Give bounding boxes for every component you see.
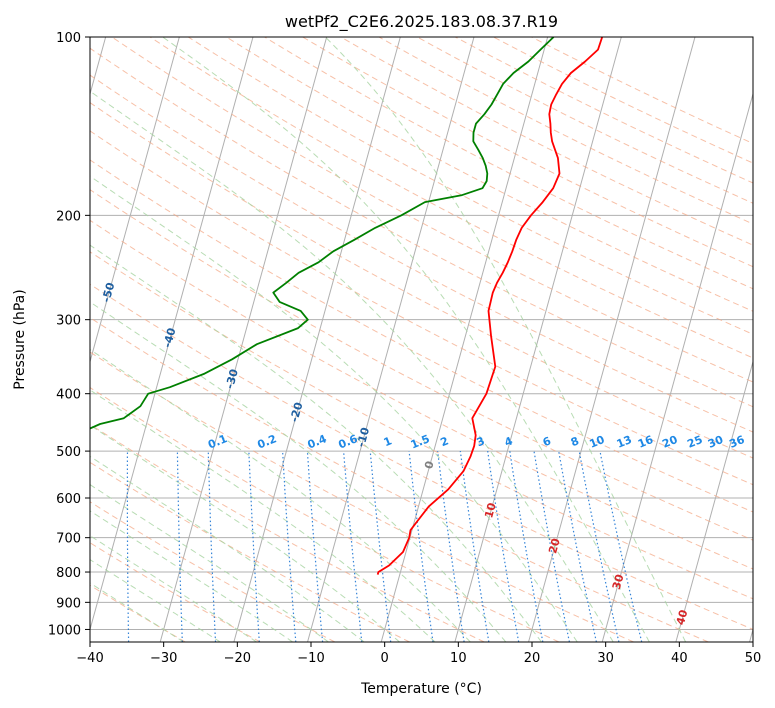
isotherm-label: -10 [354, 426, 372, 449]
y-tick-label: 500 [56, 445, 81, 460]
moist-adiabat-line [90, 455, 365, 642]
mixing-ratio-label: 10 [587, 433, 606, 451]
x-axis-label: Temperature (°C) [360, 681, 482, 697]
isotherm-line [528, 37, 696, 642]
mixing-ratio-line [599, 450, 643, 642]
x-tick-label: −20 [224, 651, 251, 666]
mixing-ratio-label: 8 [569, 434, 581, 449]
isotherm-line [380, 37, 549, 642]
mixing-ratio-label: 20 [660, 433, 679, 451]
moist-adiabat-line [324, 37, 687, 642]
moist-adiabat-line [90, 582, 184, 642]
sounding-series [90, 37, 604, 575]
moist-adiabat-line [90, 244, 542, 642]
isotherm-label: 10 [482, 501, 499, 520]
dry-adiabat-line [90, 219, 753, 570]
y-tick-label: 200 [56, 209, 81, 224]
mixing-ratio-label: 2 [439, 434, 451, 449]
isotherm-label: -50 [100, 281, 118, 304]
moist-adiabat-line [90, 424, 400, 642]
moist-adiabat-line [90, 559, 221, 642]
isotherm-line [601, 92, 753, 642]
x-tick-label: −40 [76, 651, 103, 666]
dry-adiabat-line [90, 351, 634, 642]
moist-adiabat-line [90, 535, 257, 642]
mixing-ratio-label: 13 [615, 433, 634, 451]
dry-adiabat-line [149, 37, 753, 359]
x-tick-label: 50 [745, 651, 762, 666]
x-tick-label: −10 [297, 651, 324, 666]
dewpoint-profile-line [90, 37, 555, 430]
isotherm-label: -40 [161, 326, 179, 349]
moist-adiabat-line [90, 175, 578, 642]
moist-adiabat-line [90, 389, 436, 642]
x-axis-ticks: −40 −30 −20 −10 0 10 20 30 40 50 [76, 642, 761, 666]
x-tick-label: 10 [450, 651, 467, 666]
y-axis-label: Pressure (hPa) [12, 289, 28, 389]
moist-adiabat-line [90, 484, 329, 642]
mixing-ratio-line [459, 451, 490, 642]
isotherm-label: 40 [674, 608, 691, 627]
mixing-ratio-label: 16 [636, 433, 655, 451]
x-tick-label: 30 [597, 651, 614, 666]
y-tick-label: 400 [56, 388, 81, 403]
x-tick-label: −30 [150, 651, 177, 666]
isotherm-line [454, 37, 622, 642]
mixing-ratio-line [487, 451, 520, 642]
isotherm-label: 0 [422, 459, 437, 470]
chart-title: wetPf2_C2E6.2025.183.08.37.R19 [285, 12, 558, 32]
moist-adiabat-line [90, 348, 471, 642]
x-tick-label: 40 [671, 651, 688, 666]
y-tick-label: 300 [56, 314, 81, 329]
dry-adiabat-line [90, 102, 753, 459]
isotherm-line [159, 37, 328, 642]
x-tick-label: 0 [381, 651, 389, 666]
mixing-ratio-line [509, 451, 544, 642]
mixing-ratio-line [558, 450, 597, 642]
dry-adiabat-line [111, 37, 753, 383]
dry-adiabat-line [90, 47, 753, 408]
dry-adiabat-line [90, 159, 753, 513]
mixing-ratio-lines [126, 450, 643, 642]
isotherm-line [90, 37, 254, 632]
mixing-ratio-line [408, 451, 434, 642]
mixing-ratio-line [437, 451, 465, 642]
y-tick-label: 1000 [48, 623, 81, 638]
x-tick-label: 20 [524, 651, 541, 666]
plot-background [90, 37, 753, 642]
moist-adiabat-line [162, 37, 650, 642]
dry-adiabat-line [90, 74, 753, 433]
dry-adiabat-line [90, 130, 753, 486]
dry-adiabat-line [90, 189, 753, 541]
isotherm-label: -20 [288, 401, 306, 424]
mixing-ratio-label: 1 [382, 434, 394, 449]
isotherm-label: 30 [610, 573, 627, 592]
dry-adiabat-line [90, 316, 709, 642]
moist-adiabat-line [90, 301, 507, 642]
mixing-ratio-line [369, 451, 392, 642]
isotherm-lines [90, 37, 753, 642]
isotherm-label: 20 [546, 536, 563, 555]
mixing-ratio-label: 30 [706, 433, 725, 451]
mixing-ratio-label: 36 [727, 433, 746, 451]
y-axis-ticks: 100 200 300 400 500 600 700 800 900 1000 [48, 31, 90, 638]
isotherm-line [90, 37, 180, 364]
temperature-profile-line [376, 37, 604, 575]
moist-adiabat-line [90, 510, 293, 642]
isotherm-label: -30 [223, 367, 241, 390]
mixing-ratio-line [533, 450, 570, 642]
isotherm-line [675, 359, 753, 642]
mixing-ratio-label: 25 [685, 433, 704, 451]
mixing-ratio-label: 3 [475, 434, 487, 449]
y-tick-label: 100 [56, 31, 81, 46]
y-tick-label: 700 [56, 532, 81, 547]
y-tick-label: 900 [56, 596, 81, 611]
y-tick-label: 800 [56, 566, 81, 581]
mixing-ratio-line [578, 450, 620, 642]
y-tick-label: 600 [56, 492, 81, 507]
plot-frame [89, 36, 754, 643]
